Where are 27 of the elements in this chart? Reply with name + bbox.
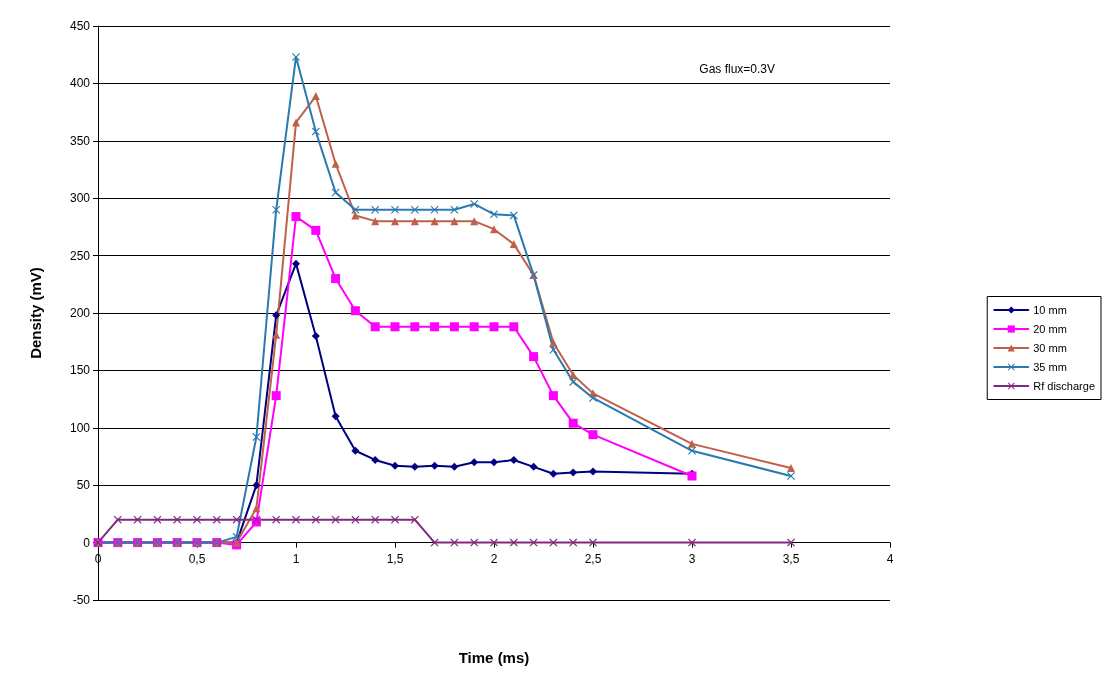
y-tick-label: 50	[76, 478, 91, 493]
x-tick-label: 2,5	[584, 551, 602, 566]
y-tick-label: -50	[72, 593, 91, 607]
y-tick-label: 400	[69, 76, 91, 91]
x-axis-title: Time (ms)	[458, 649, 530, 666]
y-tick-label: 200	[69, 306, 91, 320]
y-tick-label: 250	[69, 248, 91, 263]
legend-label: 10 mm	[1033, 304, 1067, 316]
x-tick-label: 3,5	[782, 551, 800, 566]
x-tick-label: 1	[292, 551, 300, 566]
y-axis-title: Density (mV)	[27, 267, 44, 359]
legend-label: 30 mm	[1033, 342, 1067, 354]
legend-label: 20 mm	[1033, 323, 1067, 335]
y-tick-label: 300	[69, 191, 91, 206]
y-tick-label: 350	[69, 133, 91, 148]
x-tick-label: 0,5	[188, 551, 206, 566]
y-tick-label: 450	[69, 19, 91, 33]
annotation: Gas flux=0.3V	[699, 62, 776, 76]
y-tick-label: 100	[69, 420, 91, 435]
x-tick-label: 3	[688, 551, 696, 566]
y-tick-label: 150	[69, 363, 91, 378]
legend-label: 35 mm	[1033, 361, 1067, 373]
legend-label: Rf discharge	[1033, 380, 1096, 392]
y-tick-label: 0	[83, 535, 91, 550]
x-tick-label: 4	[886, 551, 894, 566]
x-tick-label: 2	[490, 551, 498, 566]
x-tick-label: 1,5	[386, 551, 404, 566]
